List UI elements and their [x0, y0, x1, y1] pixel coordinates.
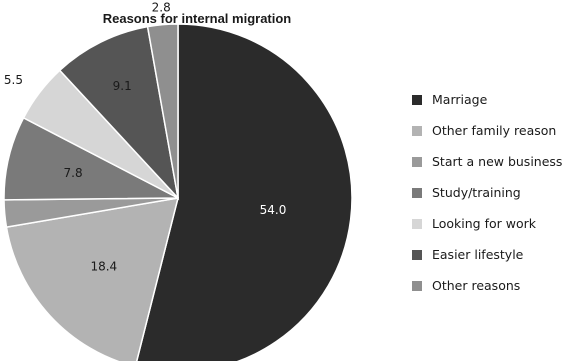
- legend-label: Study/training: [432, 185, 521, 200]
- legend-label: Looking for work: [432, 216, 537, 231]
- pie-slice-other-reasons: [146, 23, 179, 199]
- chart-title: Reasons for internal migration: [103, 11, 292, 26]
- data-label-0: 54.0: [260, 203, 287, 217]
- legend-swatch: [412, 250, 422, 260]
- data-label-4: 5.5: [4, 73, 23, 87]
- legend-label: Marriage: [432, 92, 488, 107]
- pie-slices: [3, 23, 353, 361]
- legend-swatch: [412, 188, 422, 198]
- legend-label: Easier lifestyle: [432, 247, 524, 262]
- data-label-6: 2.8: [152, 0, 171, 14]
- legend-swatch: [412, 95, 422, 105]
- data-label-1: 18.4: [90, 259, 117, 273]
- legend-swatch: [412, 281, 422, 291]
- pie-slice-easier-lifestyle: [58, 25, 180, 201]
- legend-swatch: [412, 157, 422, 167]
- legend: Marriage Other family reason Start a new b…: [412, 92, 562, 293]
- data-label-5: 9.1: [113, 79, 132, 93]
- legend-label: Other family reason: [432, 123, 556, 138]
- legend-label: Start a new business: [432, 154, 562, 169]
- pie-slice-marriage: [135, 23, 353, 361]
- data-labels: 54.018.42.57.85.59.12.8: [4, 0, 287, 273]
- legend-swatch: [412, 126, 422, 136]
- data-label-3: 7.8: [64, 166, 83, 180]
- legend-swatch: [412, 219, 422, 229]
- legend-label: Other reasons: [432, 278, 520, 293]
